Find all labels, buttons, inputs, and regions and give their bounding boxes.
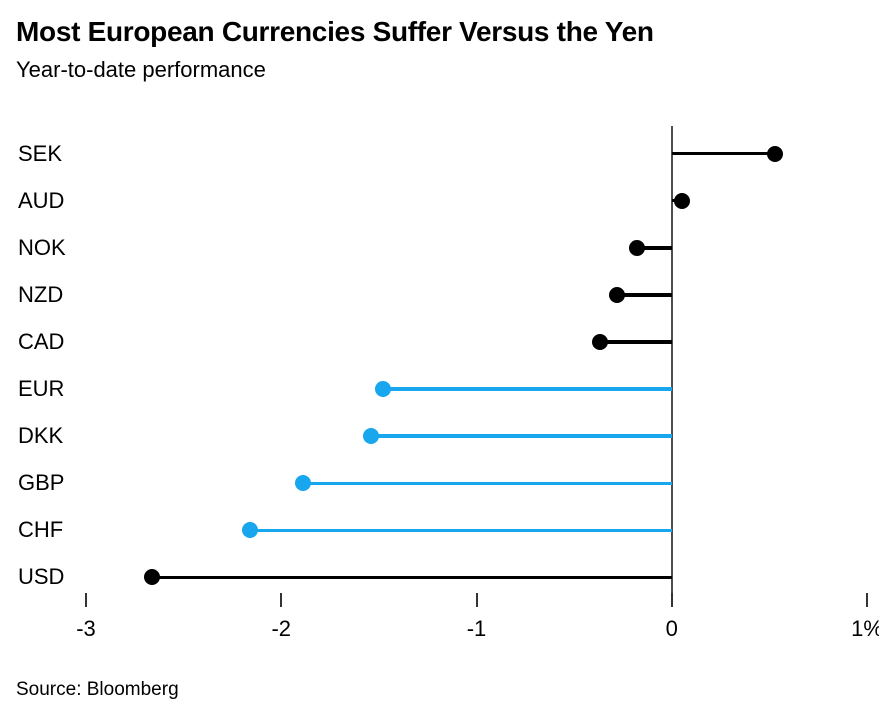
lollipop-dot-chf: [242, 522, 258, 539]
lollipop-stem-cad: [599, 340, 672, 344]
lollipop-stem-usd: [152, 575, 672, 580]
lollipop-dot-eur: [374, 381, 391, 398]
source-note: Source: Bloomberg: [16, 679, 179, 700]
lollipop-dot-usd: [144, 569, 161, 586]
category-label-gbp: GBP: [18, 470, 65, 496]
x-axis-tick-label-2: -1: [466, 616, 487, 641]
plot-area: -3 -2 -1 0 1%: [76, 126, 879, 640]
x-axis-tick-4: [866, 593, 868, 607]
x-axis-tick-1: [280, 593, 283, 607]
x-axis-tick-0: [85, 593, 87, 607]
category-label-nok: NOK: [18, 234, 66, 260]
lollipop-dot-nok: [628, 239, 645, 256]
category-label-nzd: NZD: [18, 281, 64, 307]
lollipop-stem-eur: [382, 387, 672, 391]
category-label-chf: CHF: [18, 517, 64, 543]
lollipop-dot-aud: [673, 192, 690, 209]
category-label-eur: EUR: [18, 376, 65, 402]
lollipop-stem-chf: [250, 528, 672, 533]
lollipop-stem-dkk: [371, 434, 672, 438]
x-axis-tick-label-0: -3: [76, 616, 96, 641]
lollipop-stem-sek: [671, 151, 776, 156]
chart-subtitle: Year-to-date performance: [16, 57, 266, 82]
zero-axis-line: [670, 126, 673, 607]
category-label-aud: AUD: [18, 187, 65, 213]
lollipop-stem-gbp: [302, 481, 672, 485]
lollipop-dot-dkk: [363, 428, 380, 445]
chart-title: Most European Currencies Suffer Versus t…: [16, 16, 654, 47]
category-label-sek: SEK: [18, 140, 63, 166]
lollipop-stem-nzd: [617, 293, 672, 297]
lollipop-dot-gbp: [294, 475, 311, 492]
x-axis-tick-label-4: 1%: [851, 616, 879, 641]
x-axis-tick-label-1: -2: [271, 616, 292, 641]
category-label-usd: USD: [18, 564, 65, 590]
category-label-dkk: DKK: [18, 423, 64, 449]
lollipop-dot-sek: [767, 145, 784, 162]
x-axis-tick-3: [670, 593, 673, 607]
lollipop-dot-nzd: [609, 286, 626, 303]
x-axis-tick-label-3: 0: [665, 616, 678, 641]
lollipop-stem-nok: [636, 246, 672, 250]
category-label-cad: CAD: [18, 328, 65, 354]
x-axis-tick-2: [475, 593, 478, 607]
lollipop-dot-cad: [591, 333, 608, 350]
